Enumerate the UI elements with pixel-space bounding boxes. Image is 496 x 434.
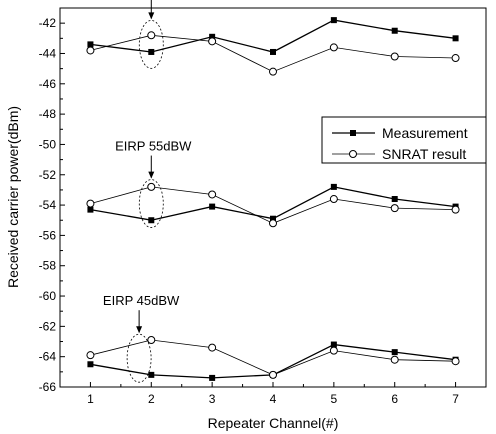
measurement-point bbox=[330, 183, 337, 190]
snrat-point bbox=[208, 190, 217, 199]
x-tick-label: 4 bbox=[270, 392, 277, 406]
x-tick-label: 3 bbox=[209, 392, 216, 406]
y-tick-label: -48 bbox=[39, 107, 57, 121]
annotation-ellipse bbox=[126, 333, 152, 383]
y-axis-title: Received carrier power(dBm) bbox=[5, 106, 21, 288]
measurement-point bbox=[330, 341, 337, 348]
snrat-point bbox=[390, 52, 399, 61]
y-tick-label: -46 bbox=[39, 77, 57, 91]
y-tick-label: -52 bbox=[39, 168, 57, 182]
measurement-line-group-0 bbox=[90, 19, 456, 53]
legend-snrat-marker bbox=[349, 150, 357, 158]
snrat-point bbox=[269, 67, 277, 76]
legend-measurement-label: Measurement bbox=[382, 125, 468, 141]
measurement-point bbox=[209, 374, 216, 381]
y-tick-label: -50 bbox=[39, 137, 57, 151]
legend-snrat-label: SNRAT result bbox=[382, 146, 466, 162]
snrat-point bbox=[147, 31, 156, 40]
annotation-label: EIRP 55dBW bbox=[115, 139, 192, 154]
y-tick-label: -60 bbox=[39, 289, 57, 303]
y-tick-label: -58 bbox=[39, 259, 57, 273]
snrat-point bbox=[329, 195, 338, 204]
measurement-point bbox=[209, 33, 216, 40]
x-axis: 1 2 3 4 5 6 7 bbox=[59, 382, 487, 406]
y-tick-label: -62 bbox=[39, 319, 57, 333]
snrat-point bbox=[269, 219, 277, 228]
annotation-label: EIRP 45dBW bbox=[103, 293, 180, 308]
snrat-line-group-2 bbox=[90, 339, 456, 376]
x-tick-label: 5 bbox=[331, 392, 338, 406]
annotation-arrow-head bbox=[148, 171, 155, 179]
measurement-point bbox=[391, 196, 398, 203]
y-tick-label: -66 bbox=[39, 380, 57, 394]
x-tick-label: 6 bbox=[391, 392, 398, 406]
series-layer bbox=[86, 17, 460, 381]
y-tick-label: -42 bbox=[39, 16, 57, 30]
measurement-point bbox=[391, 349, 398, 356]
measurement-point bbox=[148, 48, 155, 55]
measurement-point bbox=[270, 48, 276, 55]
snrat-point bbox=[329, 43, 338, 52]
y-tick-label: -44 bbox=[39, 46, 57, 60]
annotation-ellipse bbox=[138, 19, 164, 69]
measurement-point bbox=[391, 27, 398, 34]
snrat-point bbox=[451, 357, 460, 366]
snrat-point bbox=[390, 355, 399, 364]
measurement-point bbox=[87, 361, 94, 368]
snrat-point bbox=[451, 205, 460, 214]
x-tick-label: 7 bbox=[452, 392, 459, 406]
measurement-line-group-1 bbox=[90, 186, 456, 221]
legend-measurement-marker bbox=[350, 130, 356, 136]
measurement-point bbox=[330, 17, 337, 24]
measurement-point bbox=[452, 35, 459, 42]
snrat-point bbox=[269, 370, 277, 379]
measurement-point bbox=[209, 203, 216, 210]
measurement-point bbox=[148, 371, 155, 378]
legend: Measurement SNRAT result bbox=[321, 116, 487, 164]
snrat-point bbox=[86, 199, 95, 208]
snrat-point bbox=[208, 343, 217, 352]
x-axis-title: Repeater Channel(#) bbox=[208, 415, 339, 431]
snrat-point bbox=[208, 37, 217, 46]
snrat-point bbox=[390, 204, 399, 213]
y-axis: -66 -64 -62 -60 -58 -56 -54 -52 -50 -48 -46 -44 -42 bbox=[39, 16, 65, 394]
snrat-point bbox=[86, 46, 95, 55]
annotation-ellipse bbox=[138, 179, 164, 228]
x-tick-label: 2 bbox=[148, 392, 155, 406]
snrat-point bbox=[147, 336, 156, 345]
snrat-point bbox=[147, 182, 156, 191]
plot-frame bbox=[59, 7, 487, 388]
y-tick-label: -56 bbox=[39, 228, 57, 242]
measurement-point bbox=[270, 215, 276, 222]
annotation-arrow-head bbox=[148, 12, 155, 20]
measurement-point bbox=[87, 206, 94, 213]
x-tick-label: 1 bbox=[87, 392, 94, 406]
y-tick-label: -54 bbox=[39, 198, 57, 212]
snrat-point bbox=[86, 351, 95, 360]
snrat-point bbox=[329, 346, 338, 355]
annotation-arrow-head bbox=[136, 326, 143, 334]
snrat-point bbox=[451, 54, 460, 63]
measurement-point bbox=[148, 217, 155, 224]
y-tick-label: -64 bbox=[39, 350, 57, 364]
measurement-point bbox=[87, 41, 94, 48]
